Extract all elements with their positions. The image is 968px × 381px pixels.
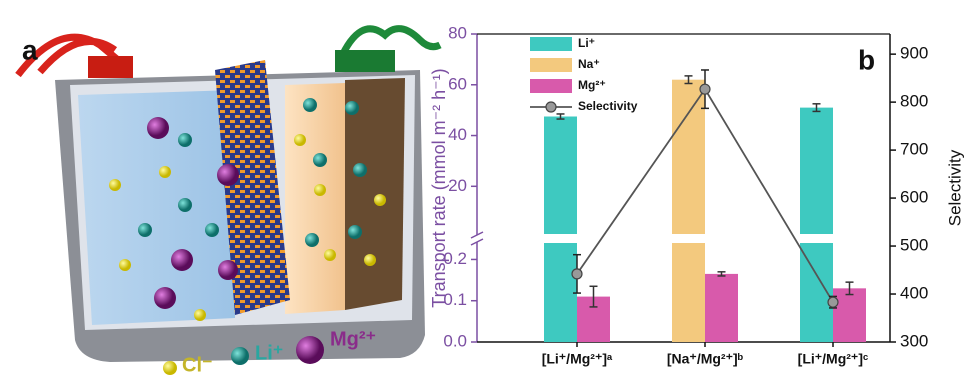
chart: 0.00.10.220406080300400500600700800900Tr… [429,23,965,366]
y-tick-label: 20 [448,176,467,195]
bar [544,117,577,343]
ion [147,117,169,139]
selectivity-point [700,84,710,94]
x-tick-label: [Na⁺/Mg²⁺]ᵇ [667,351,744,367]
bar [672,80,705,342]
ion [154,287,176,309]
legend-swatch [530,79,572,93]
ion [305,233,319,247]
legend-label: Mg²⁺ [330,328,376,350]
legend-swatch [530,37,572,51]
ion [171,249,193,271]
ion [303,98,317,112]
legend-swatch [530,58,572,72]
x-tick-label: [Li⁺/Mg²⁺]ᵃ [542,351,613,367]
y-tick-label: 80 [448,23,467,42]
y-axis-label: Transport rate (mmol m⁻² h⁻¹) [429,68,449,307]
legend-label: Na⁺ [578,57,600,71]
bar [800,108,833,342]
ion [374,194,386,206]
bar-break [799,234,834,243]
x-tick-label: [Li⁺/Mg²⁺]ᶜ [798,351,869,367]
y2-axis-label: Selectivity [945,149,964,226]
ion [205,223,219,237]
ion [364,254,376,266]
y-tick-label: 60 [448,74,467,93]
y2-tick-label: 800 [900,92,928,111]
legend-label: Mg²⁺ [578,78,606,92]
ion [313,153,327,167]
legend-label: Cl⁻ [182,354,213,376]
selectivity-point [572,269,582,279]
legend-marker [546,102,556,112]
right-chamber [285,83,345,314]
y2-tick-label: 400 [900,284,928,303]
legend-label: Selectivity [578,99,638,113]
schematic: a Cl⁻ Li⁺ Mg²⁺ [18,29,440,377]
ion [109,179,121,191]
ion [119,259,131,271]
panel-label: b [858,44,875,75]
ion [178,133,192,147]
y2-tick-label: 700 [900,140,928,159]
y2-tick-label: 600 [900,188,928,207]
ion [294,134,306,146]
electrode-clip [335,50,395,72]
bar-break [671,234,706,243]
ion [194,309,206,321]
ion [178,198,192,212]
y2-tick-label: 500 [900,236,928,255]
electrode-clip [88,56,133,78]
legend-ion [163,361,177,375]
bar [705,274,738,342]
legend-ion [231,347,249,365]
ion [345,101,359,115]
panel-label: a [22,34,38,65]
figure: a Cl⁻ Li⁺ Mg²⁺ 0.00.10.22040608030040050… [0,0,968,381]
ion [159,166,171,178]
selectivity-point [828,297,838,307]
legend-label: Li⁺ [255,342,283,364]
bar [833,288,866,342]
bar-break [543,234,578,243]
ion [138,223,152,237]
ion [217,164,239,186]
y-tick-label: 0.0 [443,331,467,350]
legend-ion [296,336,324,364]
y2-tick-label: 900 [900,44,928,63]
ion [324,249,336,261]
ion [348,225,362,239]
ion [218,260,238,280]
y-tick-label: 40 [448,125,467,144]
ion [314,184,326,196]
ion [353,163,367,177]
y2-tick-label: 300 [900,331,928,350]
legend-label: Li⁺ [578,36,595,50]
